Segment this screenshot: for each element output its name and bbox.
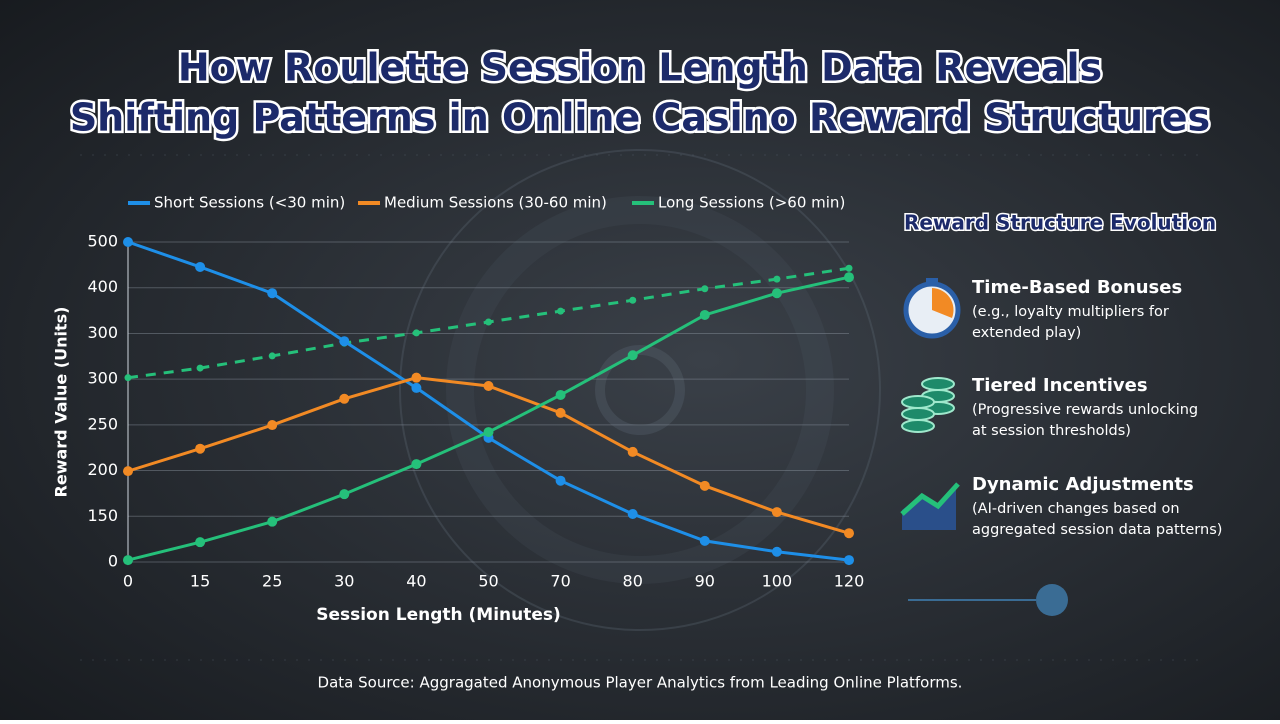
series-line-point (195, 537, 206, 548)
legend-label: Medium Sessions (30-60 min) (384, 194, 607, 212)
series-line-point (411, 372, 422, 383)
x-tick-label: 15 (190, 572, 210, 591)
y-tick-label: 150 (87, 506, 118, 525)
series-line-point (267, 288, 278, 299)
y-tick-label: 250 (87, 414, 118, 433)
x-tick-label: 90 (695, 572, 715, 591)
x-axis-label: Session Length (Minutes) (316, 605, 561, 625)
series-line-point (123, 466, 133, 477)
decor-dot (1036, 584, 1068, 616)
panel-item-text: (e.g., loyalty multipliers for (972, 304, 1169, 320)
series-line-point (699, 480, 710, 491)
series-line-point (339, 393, 350, 404)
panel-item-text: (AI-driven changes based on (972, 501, 1180, 517)
x-tick-label: 25 (262, 572, 282, 591)
panel-item-text: aggregated session data patterns) (972, 522, 1222, 538)
series-line-point (123, 555, 133, 566)
series-line-point (411, 382, 422, 393)
panel-item-text: at session thresholds) (972, 423, 1131, 439)
title: How Roulette Session Length Data Reveals (178, 46, 1102, 90)
panel-item-text: (Progressive rewards unlocking (972, 402, 1198, 418)
series-line-point (483, 381, 494, 391)
panel-item-title: Tiered Incentives (972, 375, 1148, 396)
series-line-point (339, 336, 350, 347)
trend-line-point (485, 318, 492, 326)
y-tick-label: 300 (87, 369, 118, 388)
series-line-point (844, 272, 854, 283)
series-line-point (267, 420, 278, 431)
series-line-point (771, 546, 782, 557)
footer: Data Source: Aggragated Anonymous Player… (318, 674, 963, 692)
panel-title: Reward Structure Evolution (904, 211, 1216, 235)
panel-item-title: Dynamic Adjustments (972, 474, 1194, 495)
series-line-point (339, 489, 350, 500)
icon-coins (901, 377, 955, 433)
x-tick-label: 70 (550, 572, 570, 591)
trend-line-point (268, 352, 276, 360)
x-tick-label: 30 (334, 572, 354, 591)
y-tick-label: 500 (87, 232, 118, 251)
y-axis-label: Reward Value (Units) (52, 307, 71, 498)
series-line-point (627, 350, 638, 361)
trend-line-point (412, 329, 420, 337)
legend-label: Long Sessions (>60 min) (658, 194, 845, 212)
x-tick-label: 50 (478, 572, 498, 591)
series-line-point (627, 509, 638, 519)
series-line-point (771, 288, 782, 299)
legend-label: Short Sessions (<30 min) (154, 194, 345, 212)
y-tick-label: 400 (87, 277, 118, 296)
x-tick-label: 100 (762, 572, 793, 591)
y-tick-label: 300 (87, 323, 118, 342)
series-line-point (195, 443, 206, 454)
trend-line-point (773, 275, 781, 283)
trend-line-point (701, 285, 709, 293)
trend-line-point (629, 296, 637, 304)
x-tick-label: 80 (623, 572, 643, 591)
chart: 0 150 200 250 300 300 400 500 0 15 25 30 40 50 70 80 90 1… (52, 194, 865, 626)
series-line-point (844, 555, 854, 566)
series-line-point (483, 427, 494, 438)
series-line-point (555, 389, 566, 400)
title: Shifting Patterns in Online Casino Rewar… (70, 96, 1210, 140)
series-line-point (699, 309, 710, 320)
series-line-point (555, 407, 566, 418)
trend-line-point (124, 374, 132, 382)
y-tick-label: 0 (108, 552, 118, 571)
series-line-point (267, 516, 278, 527)
x-tick-label: 120 (834, 572, 865, 591)
trend-line-point (845, 264, 853, 272)
series-line-point (844, 528, 854, 539)
x-tick-label: 0 (123, 572, 133, 591)
series-line-point (627, 446, 638, 457)
series-line-point (555, 475, 566, 486)
y-tick-label: 200 (87, 460, 118, 479)
series-line-point (411, 459, 422, 470)
series-line-point (123, 237, 133, 247)
trend-line-point (196, 364, 204, 372)
panel-item-text: extended play) (972, 325, 1081, 341)
series-line-point (771, 507, 782, 518)
series-line-point (699, 535, 710, 546)
icon-stopwatch (903, 278, 961, 339)
series-line-point (195, 261, 206, 272)
trend-line-point (557, 307, 565, 315)
panel-item-title: Time-Based Bonuses (972, 277, 1182, 298)
icon-growth (900, 482, 960, 530)
x-tick-label: 40 (406, 572, 426, 591)
